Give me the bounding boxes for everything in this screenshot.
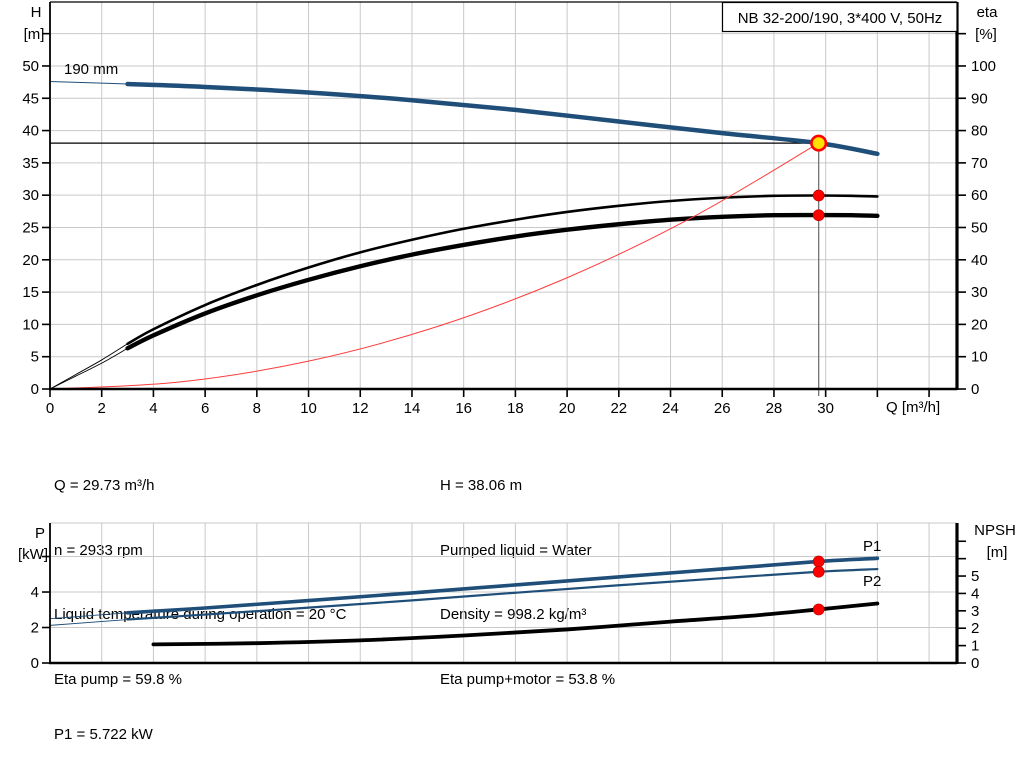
x-tick-label: 24 [662,400,679,417]
y-left-tick-label: 30 [22,187,39,204]
x-tick-label: 8 [253,400,261,417]
y-right-tick-label: 60 [971,187,988,204]
y-right-axis-label: [%] [975,26,997,43]
plot-borders [49,522,959,665]
eta-pump-motor-curve [125,212,880,351]
y-left-axis-label: P [35,525,45,542]
y-left-axis-label: [m] [24,26,45,43]
x-tick-label: 16 [455,400,472,417]
impeller-diameter-label: 190 mm [64,61,118,78]
info-line-n: n = 2933 rpm [54,541,143,559]
info-line-eta-pump-motor: Eta pump+motor = 53.8 % [440,670,616,688]
p1-label: P1 [863,538,881,555]
qh-curve-190mm-lead [49,80,128,85]
y-left-tick-label: 0 [31,381,39,398]
x-tick-label: 30 [817,400,834,417]
y-left-tick-label: 0 [31,655,39,672]
p2-label: P2 [863,573,881,590]
x-tick-label: 14 [404,400,421,417]
x-tick-label: 28 [766,400,783,417]
p1-curve-lead [49,612,128,620]
x-tick-label: 4 [149,400,157,417]
y-right-tick-label: 30 [971,284,988,301]
y-left-tick-label: 2 [31,620,39,637]
x-tick-label: 0 [46,400,54,417]
qh-eta-chart: 0 2 4 6 8 10 12 14 16 18 20 22 24 26 28 300510152025303… [22,1,999,417]
chart-title: NB 32-200/190, 3*400 V, 50Hz [738,10,943,27]
y-left-tick-label: 15 [22,284,39,301]
y-left-tick-label: 35 [22,155,39,172]
y-right-tick-label: 10 [971,349,988,366]
y-right-tick-label: 0 [971,381,979,398]
info-line-eta-pump: Eta pump = 59.8 % [54,670,182,688]
y-right-tick-label: 20 [971,316,988,333]
axis-ticks [42,32,966,397]
y-right-tick-label: 80 [971,123,988,140]
y-left-tick-label: 25 [22,219,39,236]
npsh-curve [151,601,880,647]
gridlines [50,523,957,663]
y-left-tick-label: 10 [22,316,39,333]
y-left-tick-label: 4 [31,584,39,601]
info-line-pumped-liquid: Pumped liquid = Water [440,541,592,559]
tick-labels: 0 2 4 6 8 10 12 14 16 18 20 22 24 26 28 300510152025303… [22,58,996,417]
axis-unit-labels: H [m] eta [%] [24,4,999,43]
axis-ticks [42,540,966,664]
y-right-tick-label: 5 [971,568,979,585]
x-tick-label: 20 [559,400,576,417]
info-line-q: Q = 29.73 m³/h [54,477,155,494]
p2-curve [126,567,879,621]
y-left-tick-label: 5 [31,349,39,366]
y-right-tick-label: 0 [971,655,979,672]
p2-curve-lead [49,619,128,626]
npsh-point [812,603,825,616]
y-right-tick-label: 3 [971,603,979,620]
title-box: NB 32-200/190, 3*400 V, 50Hz [721,1,958,33]
eta-pump-motor-curve-lead [49,347,128,390]
x-tick-label: 10 [300,400,317,417]
eta-pump-point [812,189,825,202]
x-tick-label: 22 [610,400,627,417]
info-line-p1: P1 = 5.722 kW [54,726,153,743]
y-left-axis-label: H [31,4,42,21]
y-left-tick-label: 45 [22,90,39,107]
eta-pump-motor-point [812,209,825,222]
p1-point [812,555,825,568]
y-left-tick-label: 40 [22,123,39,140]
y-left-tick-label: 20 [22,252,39,269]
eta-pump-curve [126,194,879,346]
y-right-tick-label: 1 [971,638,979,655]
y-right-tick-label: 90 [971,90,988,107]
x-tick-label: 18 [507,400,524,417]
y-right-axis-label: NPSH [974,522,1016,539]
y-right-tick-label: 100 [971,58,996,75]
x-tick-label: 6 [201,400,209,417]
y-right-tick-label: 50 [971,219,988,236]
x-tick-label: 12 [352,400,369,417]
y-right-axis-label: eta [977,4,999,21]
system-curve-lead [49,142,819,390]
info-line-h: H = 38.06 m [440,477,523,494]
y-right-axis-label: [m] [987,544,1008,561]
y-right-tick-label: 4 [971,585,979,602]
y-right-tick-label: 40 [971,252,988,269]
y-right-tick-label: 2 [971,620,979,637]
x-tick-label: 2 [98,400,106,417]
eta-pump-curve-lead [49,343,128,390]
qh-curve-190mm [125,81,880,157]
x-tick-label: 26 [714,400,731,417]
p2-point [812,565,825,578]
axis-unit-labels: P [kW] NPSH [m] [18,522,1016,563]
power-info-block: P1 = 5.722 kW P2 = 5.143 kW NPSH = 3.08 … [54,681,396,781]
y-left-axis-label: [kW] [18,546,48,563]
y-right-tick-label: 70 [971,155,988,172]
duty-point[interactable] [810,134,828,152]
p1-curve [125,556,880,615]
x-axis-label: Q [m³/h] [886,399,940,416]
y-left-tick-label: 50 [22,58,39,75]
